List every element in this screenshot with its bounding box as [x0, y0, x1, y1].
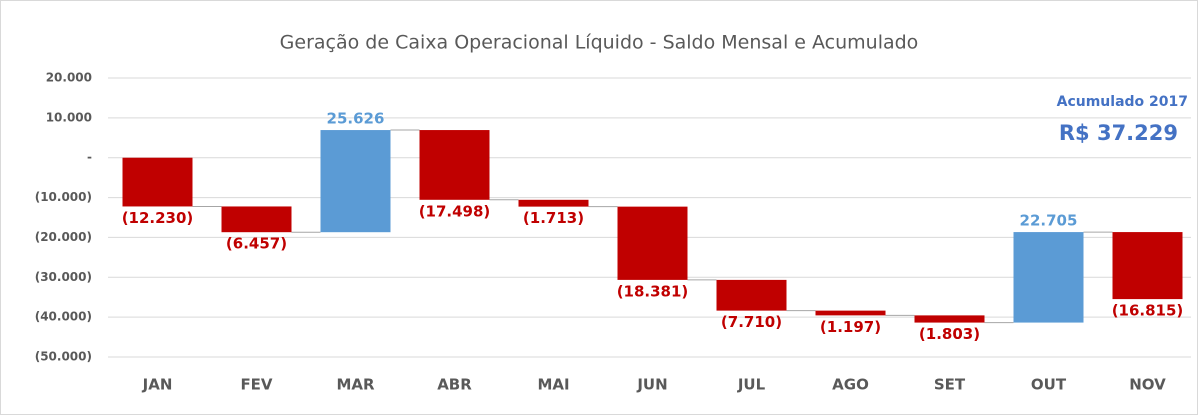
value-label: (12.230) — [122, 209, 194, 227]
y-tick-label: - — [87, 150, 92, 164]
bar — [518, 199, 589, 207]
bar — [221, 206, 292, 233]
x-tick-label: JAN — [142, 376, 173, 394]
x-tick-label: NOV — [1129, 376, 1166, 394]
x-tick-label: ABR — [437, 376, 472, 394]
value-label: (1.713) — [523, 209, 584, 227]
x-tick-label: JUN — [636, 376, 667, 394]
x-tick-label: SET — [934, 376, 966, 394]
value-label: 22.705 — [1020, 212, 1078, 230]
value-label: (1.197) — [820, 318, 881, 336]
bar — [914, 315, 985, 323]
bar — [1013, 232, 1084, 323]
value-label: (6.457) — [226, 235, 287, 253]
bar — [617, 206, 688, 280]
bar — [1112, 232, 1183, 300]
annotation: Acumulado 2017 — [1057, 94, 1188, 110]
annotation: R$ 37.229 — [1059, 121, 1178, 145]
value-label: (17.498) — [419, 202, 491, 220]
x-tick-label: FEV — [240, 376, 272, 394]
y-tick-label: (40.000) — [35, 310, 92, 324]
value-label: (7.710) — [721, 313, 782, 331]
value-label: (1.803) — [919, 325, 980, 343]
value-label: (18.381) — [617, 282, 689, 300]
y-tick-label: (10.000) — [35, 190, 92, 204]
x-tick-label: MAI — [537, 376, 569, 394]
bar — [419, 130, 490, 200]
x-tick-label: AGO — [832, 376, 869, 394]
bar — [320, 130, 391, 233]
chart-title: Geração de Caixa Operacional Líquido - S… — [280, 32, 919, 54]
x-tick-label: OUT — [1031, 376, 1067, 394]
y-tick-label: (50.000) — [35, 350, 92, 364]
x-tick-label: MAR — [336, 376, 375, 394]
value-label: 25.626 — [327, 110, 385, 128]
bar — [815, 310, 886, 316]
value-label: (16.815) — [1112, 302, 1184, 320]
bar — [716, 279, 787, 311]
y-tick-label: (20.000) — [35, 230, 92, 244]
y-tick-label: 10.000 — [46, 110, 92, 124]
y-tick-label: 20.000 — [46, 71, 92, 85]
bar — [122, 157, 193, 207]
y-tick-label: (30.000) — [35, 270, 92, 284]
x-tick-label: JUL — [737, 376, 766, 394]
